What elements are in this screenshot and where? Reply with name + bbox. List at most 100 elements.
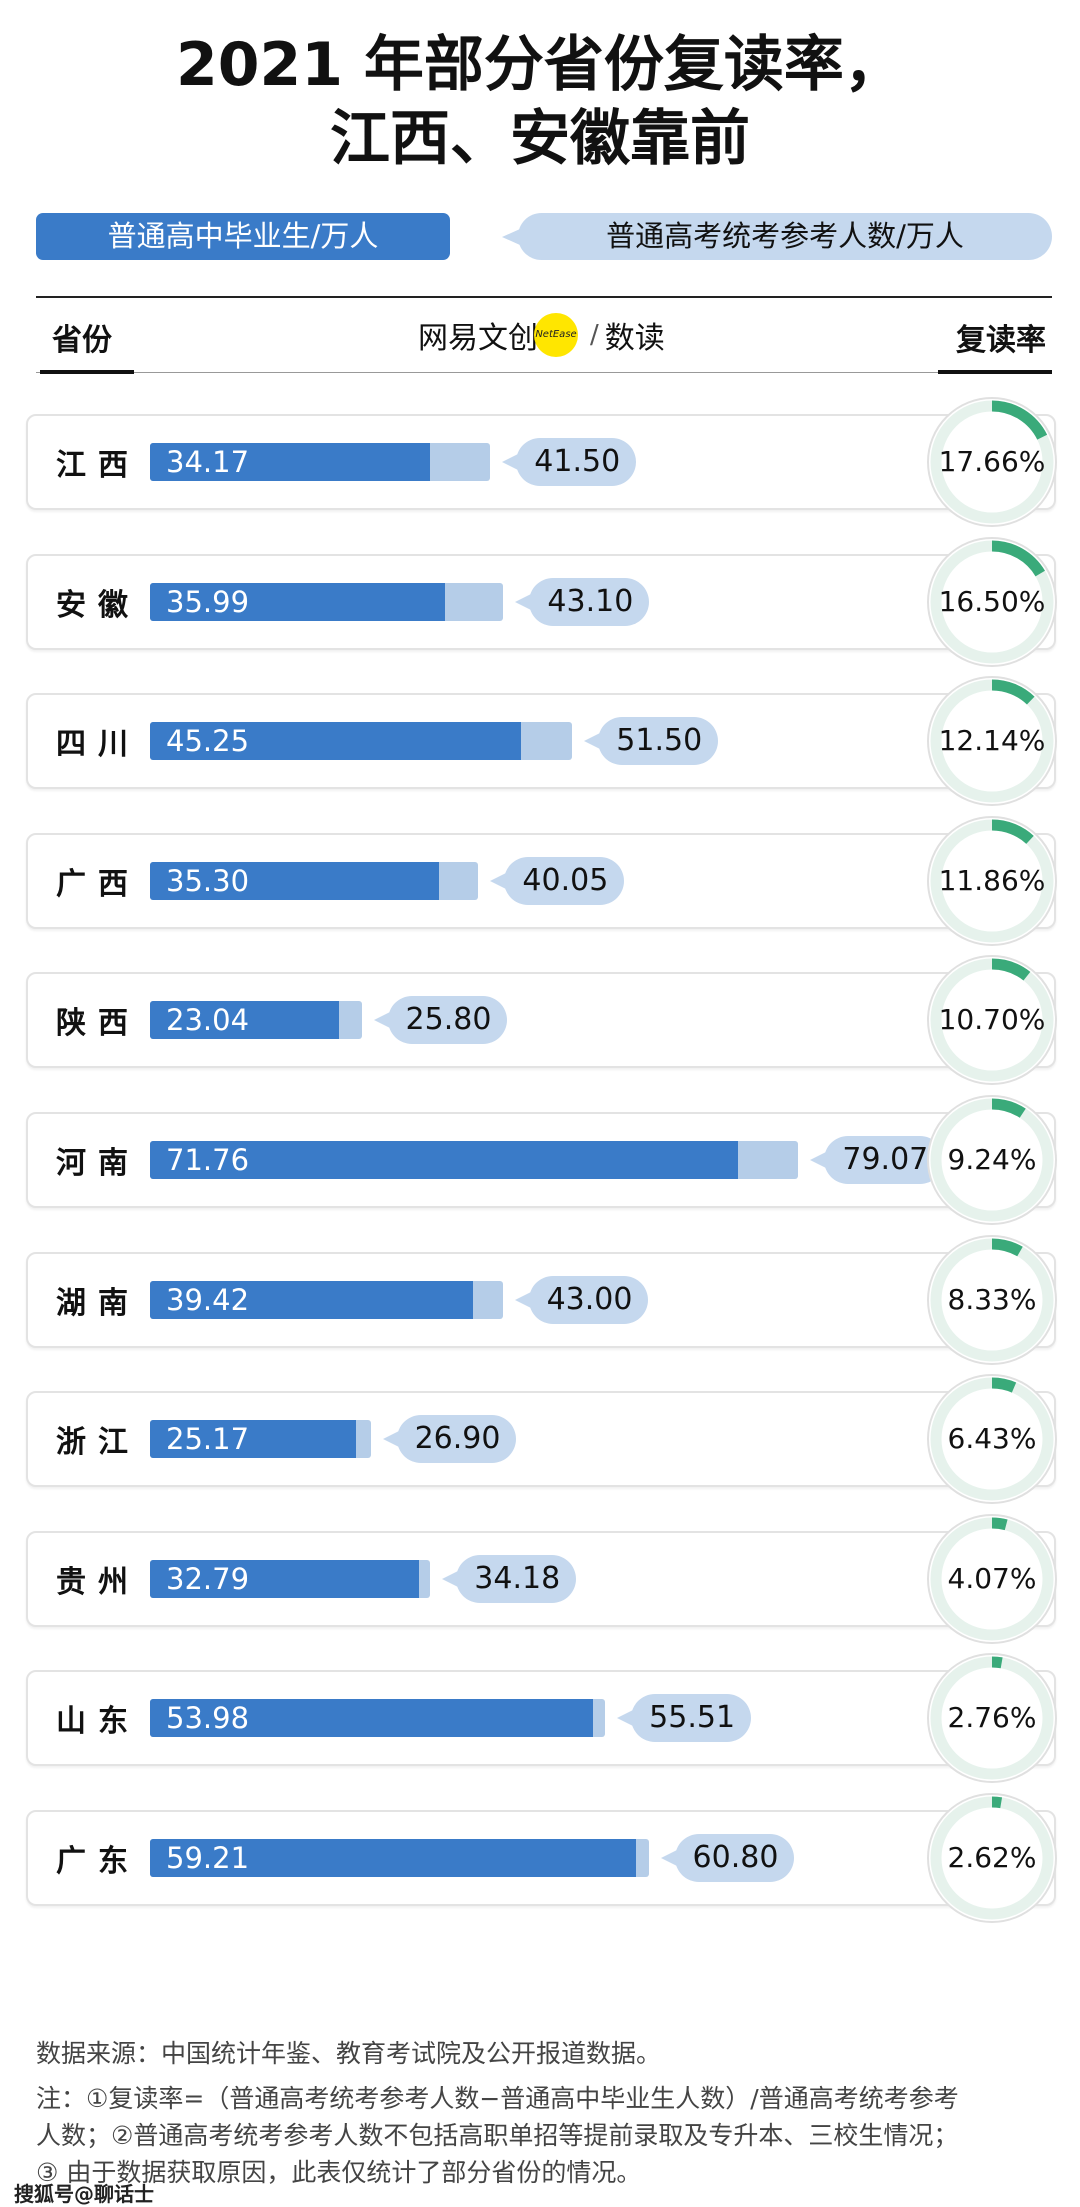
graduates-value-label: 23.04 bbox=[166, 1003, 250, 1038]
rate-donut-background bbox=[927, 1653, 1057, 1784]
graduates-bar bbox=[150, 1839, 636, 1877]
rate-donut-arc bbox=[930, 1796, 1054, 1920]
rate-donut-arc bbox=[930, 1098, 1054, 1222]
province-label: 山东 bbox=[56, 1704, 140, 1740]
rate-donut bbox=[927, 397, 1057, 527]
rate-donut-arc bbox=[930, 1517, 1054, 1641]
chart-title: 2021 年部分省份复读率， 江西、安徽靠前 bbox=[0, 28, 1080, 176]
watermark: 搜狐号@聊话士 bbox=[14, 2182, 154, 2206]
title-line-1: 2021 年部分省份复读率， bbox=[176, 30, 904, 100]
examinees-value-label: 34.18 bbox=[442, 1554, 577, 1603]
rate-donut-background bbox=[927, 397, 1057, 527]
graduates-bar bbox=[150, 1141, 739, 1179]
data-source: 数据来源：中国统计年鉴、教育考试院及公开报道数据。 bbox=[36, 2039, 662, 2068]
footnote: 注：①复读率=（普通高考统考参考人数−普通高中毕业生人数）/普通高考统考参考 人… bbox=[36, 2080, 1046, 2191]
examinees-value-label: 26.90 bbox=[382, 1415, 517, 1464]
rate-donut-background bbox=[927, 676, 1057, 807]
province-label: 贵州 bbox=[56, 1564, 140, 1600]
rate-donut bbox=[927, 955, 1057, 1086]
province-row: 江西 34.17 41.50 17.66% bbox=[26, 397, 1057, 527]
column-header-rate: 复读率 bbox=[956, 323, 1046, 358]
rate-value-label: 6.43% bbox=[947, 1422, 1037, 1456]
rate-donut bbox=[927, 676, 1057, 807]
province-row: 山东 53.98 55.51 2.76% bbox=[26, 1653, 1057, 1784]
province-row: 安徽 35.99 43.10 16.50% bbox=[26, 536, 1057, 667]
graduates-value-label: 32.79 bbox=[166, 1561, 250, 1596]
rate-value-label: 8.33% bbox=[947, 1282, 1037, 1316]
graduates-value-label: 71.76 bbox=[166, 1143, 250, 1177]
graduates-bar bbox=[150, 582, 446, 621]
rate-donut-arc bbox=[930, 1656, 1054, 1780]
province-row: 四川 45.25 51.50 12.14% bbox=[26, 676, 1057, 807]
header-top-rule bbox=[36, 296, 1052, 298]
province-row: 贵州 32.79 34.18 4.07% bbox=[26, 1513, 1057, 1644]
rate-donut-arc bbox=[930, 1238, 1054, 1362]
graduates-value-label: 53.98 bbox=[166, 1701, 250, 1736]
graduates-value-label: 59.21 bbox=[166, 1841, 250, 1875]
rate-donut-background bbox=[927, 1234, 1057, 1365]
brand-badge: NetEase bbox=[534, 313, 578, 357]
rate-value-label: 4.07% bbox=[947, 1561, 1037, 1595]
rate-donut-background bbox=[927, 1095, 1057, 1225]
province-label: 四川 bbox=[56, 727, 140, 763]
graduates-bar bbox=[150, 1280, 474, 1319]
province-label: 江西 bbox=[56, 448, 140, 483]
rate-value-label: 11.86% bbox=[938, 863, 1046, 897]
province-label: 广东 bbox=[56, 1844, 140, 1879]
examinees-value-label: 60.80 bbox=[660, 1834, 795, 1882]
rate-donut-background bbox=[927, 1513, 1057, 1644]
rate-donut-arc bbox=[930, 679, 1054, 803]
examinees-value-label: 43.00 bbox=[514, 1275, 649, 1324]
rate-donut-arc bbox=[930, 1377, 1054, 1501]
rate-value-label: 2.62% bbox=[947, 1841, 1037, 1874]
legend-graduates: 普通高中毕业生/万人 bbox=[36, 213, 450, 260]
rate-donut-arc bbox=[930, 400, 1054, 524]
rate-donut-arc bbox=[930, 819, 1054, 943]
graduates-bar bbox=[150, 1001, 339, 1040]
header-underline-province bbox=[40, 370, 134, 374]
rate-donut-background bbox=[927, 536, 1057, 667]
graduates-bar bbox=[150, 443, 431, 481]
rate-donut bbox=[927, 1374, 1057, 1505]
graduates-value-label: 25.17 bbox=[166, 1422, 250, 1457]
province-row: 河南 71.76 79.07 9.24% bbox=[26, 1095, 1057, 1225]
brand-name: 网易文创 bbox=[418, 321, 538, 356]
examinees-value-label: 55.51 bbox=[617, 1694, 752, 1743]
graduates-bar bbox=[150, 1699, 593, 1738]
rate-donut bbox=[927, 1653, 1057, 1784]
rate-donut bbox=[927, 536, 1057, 667]
rate-donut-background bbox=[927, 955, 1057, 1086]
examinees-value-label: 25.80 bbox=[373, 996, 508, 1045]
province-row: 广西 35.30 40.05 11.86% bbox=[26, 815, 1057, 946]
graduates-value-label: 39.42 bbox=[166, 1282, 250, 1317]
graduates-value-label: 45.25 bbox=[166, 724, 250, 759]
province-row: 陕西 23.04 25.80 10.70% bbox=[26, 955, 1057, 1086]
header-bottom-rule bbox=[36, 372, 1052, 373]
rate-donut bbox=[927, 1234, 1057, 1365]
province-label: 广西 bbox=[56, 866, 140, 902]
rate-donut-background bbox=[927, 815, 1057, 946]
rate-donut-background bbox=[927, 1374, 1057, 1505]
graduates-value-label: 35.99 bbox=[166, 584, 250, 619]
brand-slash: / bbox=[590, 320, 599, 350]
rate-donut bbox=[927, 1095, 1057, 1225]
examinees-value-label: 51.50 bbox=[584, 717, 719, 766]
examinees-value-label: 43.10 bbox=[515, 577, 650, 626]
rate-donut-background bbox=[927, 1793, 1057, 1923]
title-line-2: 江西、安徽靠前 bbox=[330, 104, 750, 174]
province-row: 广东 59.21 60.80 2.62% bbox=[26, 1793, 1057, 1923]
examinees-value-label: 40.05 bbox=[490, 856, 625, 905]
graduates-bar bbox=[150, 1559, 419, 1598]
footnote-line-3: ③ 由于数据获取原因，此表仅统计了部分省份的情况。 bbox=[36, 2158, 642, 2187]
province-row: 湖南 39.42 43.00 8.33% bbox=[26, 1234, 1057, 1365]
rate-donut bbox=[927, 1793, 1057, 1923]
header-underline-rate bbox=[938, 370, 1052, 374]
graduates-bar bbox=[150, 861, 440, 900]
rate-value-label: 10.70% bbox=[938, 1003, 1046, 1037]
province-label: 湖南 bbox=[56, 1285, 140, 1321]
footnote-line-1: 注：①复读率=（普通高考统考参考人数−普通高中毕业生人数）/普通高考统考参考 bbox=[36, 2084, 959, 2113]
rate-value-label: 12.14% bbox=[938, 724, 1046, 758]
rate-donut-arc bbox=[930, 540, 1054, 664]
rate-donut bbox=[927, 1513, 1057, 1644]
graduates-value-label: 34.17 bbox=[166, 445, 250, 479]
